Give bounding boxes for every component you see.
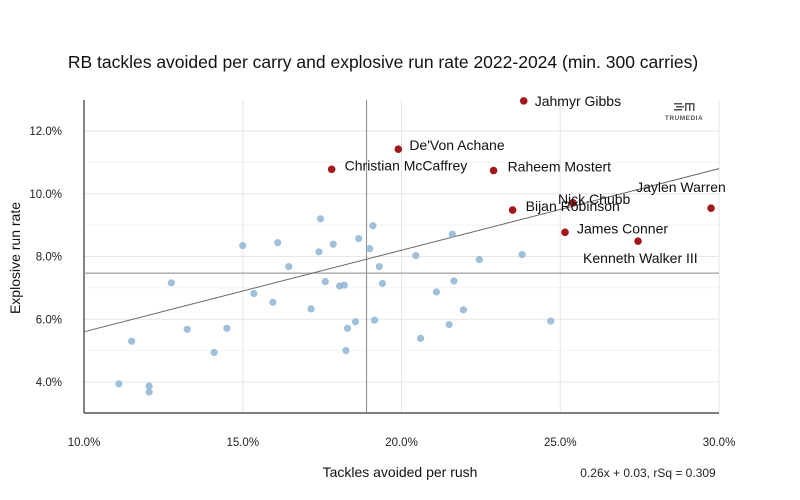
x-tick-labels: 10.0% 15.0% 20.0% 25.0% 30.0% <box>68 437 736 449</box>
data-point <box>239 241 247 250</box>
point-label: De'Von Achane <box>409 137 505 153</box>
other-points <box>115 215 555 396</box>
x-tick-label: 20.0% <box>385 437 418 449</box>
highlighted-point <box>519 97 528 105</box>
point-label: Nick Chubb <box>558 191 631 207</box>
data-point <box>518 251 526 259</box>
logo-text: TRUMEDIA <box>665 115 703 122</box>
trumedia-logo-icon <box>674 103 695 111</box>
data-point <box>329 240 337 248</box>
data-point <box>307 305 315 313</box>
data-point <box>475 256 483 264</box>
data-point <box>378 279 387 288</box>
data-point <box>183 325 191 333</box>
point-label: Jahmyr Gibbs <box>535 93 621 109</box>
y-tick-label: 8.0% <box>36 252 62 264</box>
highlighted-point <box>489 166 498 175</box>
highlighted-point <box>569 199 577 207</box>
data-point <box>223 324 231 332</box>
y-tick-label: 4.0% <box>36 377 62 389</box>
data-point <box>145 382 153 390</box>
data-point <box>145 388 153 396</box>
y-tick-label: 12.0% <box>29 126 62 138</box>
data-point <box>167 279 175 287</box>
highlighted-points <box>327 97 715 245</box>
data-point <box>250 289 258 298</box>
data-point <box>370 316 379 324</box>
point-label: Christian McCaffrey <box>345 157 468 173</box>
y-tick-label: 10.0% <box>29 189 62 201</box>
data-point <box>412 251 420 260</box>
data-point <box>285 262 293 271</box>
axes <box>83 100 719 414</box>
highlighted-point <box>634 237 642 245</box>
point-label: Kenneth Walker III <box>583 250 698 266</box>
point-label: James Conner <box>577 220 668 236</box>
y-tick-label: 6.0% <box>36 314 62 326</box>
x-tick-label: 10.0% <box>68 437 101 449</box>
data-point <box>342 347 350 355</box>
data-point <box>416 334 425 342</box>
data-point <box>210 348 218 357</box>
data-point <box>269 298 277 306</box>
x-tick-label: 15.0% <box>226 437 259 449</box>
point-label: Raheem Mostert <box>508 159 612 175</box>
highlighted-point <box>327 165 336 174</box>
data-point <box>321 278 329 286</box>
data-point <box>355 235 363 243</box>
highlighted-point <box>394 145 403 153</box>
data-point <box>115 380 123 388</box>
y-tick-labels: 4.0% 6.0% 8.0% 10.0% 12.0% <box>29 126 62 389</box>
point-label: Jaylen Warren <box>636 179 726 195</box>
x-axis-label: Tackles avoided per rush <box>323 464 478 480</box>
data-point <box>340 281 348 289</box>
y-axis-label: Explosive run rate <box>7 202 23 314</box>
data-point <box>448 230 456 238</box>
trendline-equation: 0.26x + 0.03, rSq = 0.309 <box>580 466 716 480</box>
chart-title: RB tackles avoided per carry and explosi… <box>68 52 698 72</box>
data-point <box>366 245 374 253</box>
point-label: Bijan Robinson <box>526 198 620 214</box>
data-point <box>128 337 136 345</box>
x-tick-label: 25.0% <box>544 437 577 449</box>
data-point <box>315 248 323 256</box>
data-point <box>432 288 441 296</box>
data-point <box>274 239 282 247</box>
trumedia-logo: TRUMEDIA <box>665 103 703 122</box>
highlighted-point <box>561 228 569 237</box>
data-point <box>316 215 325 223</box>
trendline <box>83 168 720 333</box>
data-point <box>450 277 458 285</box>
data-point <box>459 306 468 314</box>
data-point <box>351 318 360 326</box>
highlighted-point <box>508 206 517 214</box>
data-point <box>547 317 555 325</box>
data-point <box>445 320 453 329</box>
data-point <box>369 222 377 230</box>
mean-lines <box>84 100 719 413</box>
point-labels: Jahmyr Gibbs De'Von Achane Christian McCaf… <box>345 93 726 266</box>
data-point <box>375 262 383 271</box>
data-point <box>343 324 352 332</box>
trendline-line <box>83 168 720 333</box>
highlighted-point <box>707 204 715 212</box>
x-tick-label: 30.0% <box>703 437 736 449</box>
